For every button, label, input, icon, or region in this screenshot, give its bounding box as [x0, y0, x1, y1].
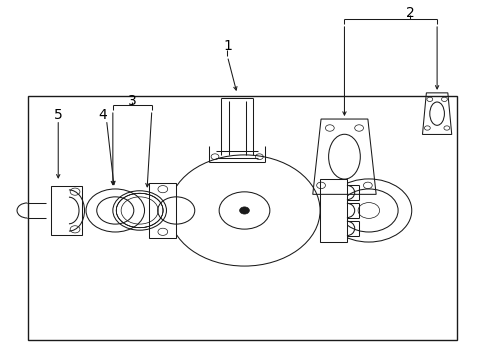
Circle shape — [239, 207, 249, 214]
Text: 3: 3 — [128, 94, 137, 108]
Bar — [320, 179, 346, 242]
Text: 4: 4 — [99, 108, 107, 122]
Text: 2: 2 — [405, 6, 414, 20]
Bar — [27, 96, 456, 339]
Bar — [149, 183, 176, 238]
Text: 1: 1 — [223, 39, 231, 53]
Text: 5: 5 — [54, 108, 62, 122]
